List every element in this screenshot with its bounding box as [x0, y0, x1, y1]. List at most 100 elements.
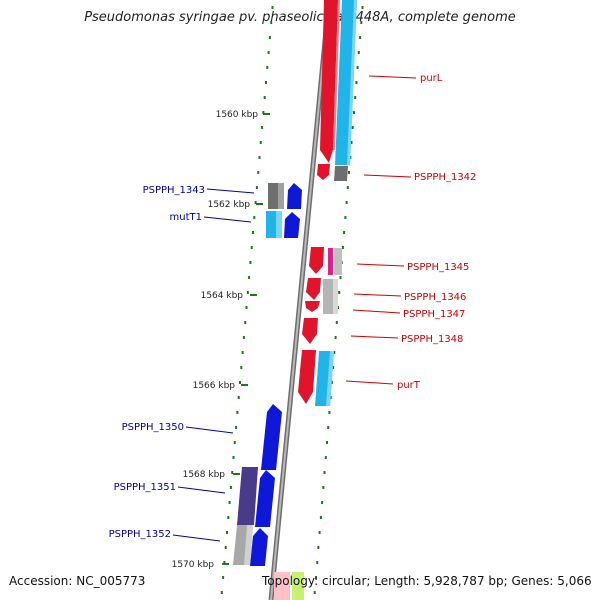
gene-PSPPH_1345[interactable] — [309, 247, 342, 275]
track-dot — [244, 321, 247, 324]
plus-labels: purL PSPPH_1342 PSPPH_1345 PSPPH_1346 PS… — [345, 73, 476, 391]
label-mutT1: mutT1 — [170, 212, 202, 223]
track-dot — [241, 351, 244, 354]
track-dot — [266, 66, 269, 69]
gene-PSPPH_1352[interactable] — [233, 525, 268, 566]
track-dot — [250, 246, 253, 249]
track-dot — [232, 456, 235, 459]
track-dot — [324, 456, 327, 459]
track-dot — [350, 141, 353, 144]
track-dot — [361, 6, 364, 9]
gene-PSPPH_1342[interactable] — [317, 164, 348, 181]
gene-PSPPH_1348[interactable] — [302, 318, 318, 344]
track-dot — [270, 21, 273, 24]
tick-label: 1560 kbp — [216, 110, 259, 120]
track-dot — [317, 546, 320, 549]
track-dot — [261, 126, 264, 129]
track-dot — [253, 216, 256, 219]
track-dot — [341, 246, 344, 249]
label-purT: purT — [397, 380, 421, 391]
track-dot — [267, 51, 270, 54]
gene-mutT1[interactable] — [266, 211, 300, 238]
gene-purT[interactable] — [298, 350, 334, 406]
track-dot — [327, 426, 330, 429]
scale-track — [220, 6, 274, 594]
track-dot — [352, 111, 355, 114]
label-PSPPH_1346: PSPPH_1346 — [404, 292, 466, 303]
track-dot — [249, 261, 252, 264]
track-dot — [240, 366, 243, 369]
scale-tick-1570: 1570 kbp — [172, 560, 229, 570]
label-PSPPH_1350: PSPPH_1350 — [122, 422, 184, 433]
track-dot — [332, 366, 335, 369]
genome-backbone — [268, 0, 332, 600]
gene-next-plus[interactable] — [274, 572, 304, 600]
gene-PSPPH_1346[interactable] — [305, 278, 338, 314]
scale-tick-1566: 1566 kbp — [193, 381, 248, 391]
track-dot — [220, 591, 223, 594]
track-dot — [254, 201, 257, 204]
track-dot — [334, 336, 337, 339]
track-dot — [257, 171, 260, 174]
track-dot — [239, 381, 241, 384]
track-dot — [258, 156, 261, 159]
track-dot — [357, 51, 360, 54]
track-dot — [226, 531, 228, 534]
track-dot — [351, 126, 354, 129]
scale-tick-1564: 1564 kbp — [201, 291, 257, 301]
scale-tick-1560: 1560 kbp — [216, 110, 270, 120]
track-dot — [223, 561, 226, 564]
label-PSPPH_1348: PSPPH_1348 — [401, 334, 463, 345]
track-dot — [348, 171, 350, 174]
gene-PSPPH_1351[interactable] — [237, 467, 275, 527]
track-dot — [227, 516, 230, 519]
track-dot — [345, 201, 348, 204]
track-dot — [319, 516, 322, 519]
track-dot — [333, 351, 336, 354]
track-dot — [346, 186, 349, 189]
track-dot — [323, 471, 326, 474]
track-dot — [224, 546, 227, 549]
track-dot — [328, 411, 331, 414]
track-dot — [356, 66, 359, 69]
track-dot — [326, 441, 328, 444]
tick-label: 1570 kbp — [172, 560, 215, 570]
accession-text: Accession: NC_005773 — [9, 574, 146, 588]
track-dot — [228, 501, 231, 504]
label-PSPPH_1343: PSPPH_1343 — [143, 185, 205, 196]
track-dot — [268, 36, 271, 39]
gene-PSPPH_1343[interactable] — [268, 183, 302, 209]
label-purL: purL — [420, 73, 443, 84]
track-dot — [355, 81, 358, 84]
scale-tick-1568: 1568 kbp — [183, 470, 240, 480]
tick-label: 1568 kbp — [183, 470, 226, 480]
track-dot — [235, 426, 238, 429]
track-dot — [316, 561, 319, 564]
track-dot — [315, 576, 317, 579]
tick-label: 1564 kbp — [201, 291, 244, 301]
label-PSPPH_1345: PSPPH_1345 — [407, 262, 469, 273]
track-dot — [252, 231, 254, 234]
track-dot — [339, 276, 342, 279]
track-dot — [233, 441, 236, 444]
track-dot — [354, 96, 357, 99]
map-title: Pseudomonas syringae pv. phaseolicola 14… — [84, 10, 516, 25]
track-dot — [265, 81, 267, 84]
tick-label: 1566 kbp — [193, 381, 236, 391]
track-dot — [222, 576, 225, 579]
track-dot — [237, 396, 240, 399]
label-PSPPH_1352: PSPPH_1352 — [109, 529, 171, 540]
track-dot — [259, 141, 262, 144]
track-dot — [322, 486, 325, 489]
track-dot — [359, 36, 362, 39]
track-dot — [236, 411, 239, 414]
scale-ticks: 1560 kbp 1562 kbp 1564 kbp 1566 kbp 1568… — [172, 110, 270, 570]
gene-PSPPH_1350[interactable] — [261, 404, 282, 470]
track-dot — [343, 231, 346, 234]
track-dot — [245, 306, 248, 309]
label-PSPPH_1342: PSPPH_1342 — [414, 172, 476, 183]
track-dot — [313, 591, 316, 594]
track-dot — [338, 291, 341, 294]
gene-purL[interactable] — [320, 0, 357, 165]
